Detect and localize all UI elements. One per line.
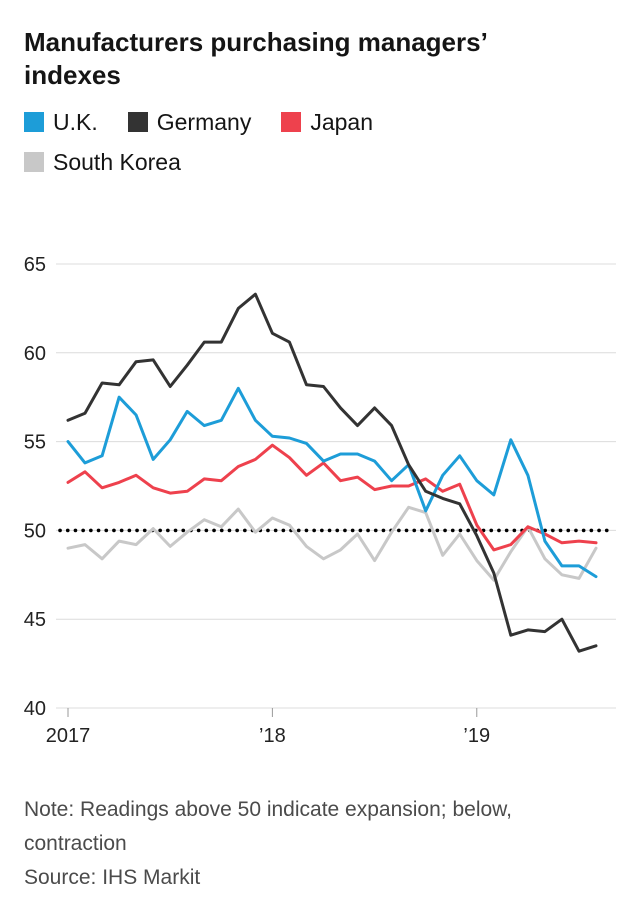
chart-card: Manufacturers purchasing managers’ index… — [24, 27, 618, 895]
series-line-japan — [66, 443, 598, 551]
legend-label-south-korea: South Korea — [53, 148, 181, 175]
legend-label-germany: Germany — [156, 108, 252, 135]
chart-footer: Note: Readings above 50 indicate expansi… — [24, 793, 618, 895]
note-text: Note: Readings above 50 indicate expansi… — [24, 797, 513, 855]
y-axis-label-40: 40 — [24, 698, 46, 720]
legend-item-uk: U.K. — [24, 109, 98, 136]
south-korea-swatch-icon — [24, 152, 44, 173]
x-axis-label: 2017 — [46, 725, 91, 747]
y-axis-label-45: 45 — [24, 609, 46, 631]
legend-item-south-korea: South Korea — [24, 149, 181, 176]
legend-item-germany: Germany — [127, 108, 252, 136]
series-line-u-k — [66, 386, 598, 578]
source-text: Source: IHS Markit — [24, 865, 201, 889]
x-axis-label: ’19 — [463, 725, 490, 747]
y-axis-label-50: 50 — [24, 520, 46, 542]
japan-swatch-icon — [281, 112, 302, 133]
legend-label-japan: Japan — [310, 108, 373, 135]
series-line-south-korea — [66, 505, 598, 582]
germany-swatch-icon — [127, 112, 148, 133]
pmi-line-chart: 40 45 50 55 60 65 2017 ’18 ’19 — [24, 254, 616, 747]
legend-row-2: South Korea — [24, 149, 618, 176]
legend-item-japan: Japan — [281, 109, 373, 136]
y-axis-label-60: 60 — [24, 342, 46, 364]
y-axis-label-65: 65 — [24, 254, 46, 276]
y-axis-label-55: 55 — [24, 431, 46, 453]
x-axis-label: ’18 — [259, 725, 286, 747]
chart-title: Manufacturers purchasing managers’ index… — [24, 27, 487, 91]
uk-swatch-icon — [24, 112, 44, 133]
series-line-germany — [66, 292, 598, 653]
legend: U.K. Germany Japan South Korea — [24, 109, 618, 176]
legend-row-1: U.K. Germany Japan — [24, 109, 618, 136]
legend-label-uk: U.K. — [53, 108, 98, 135]
